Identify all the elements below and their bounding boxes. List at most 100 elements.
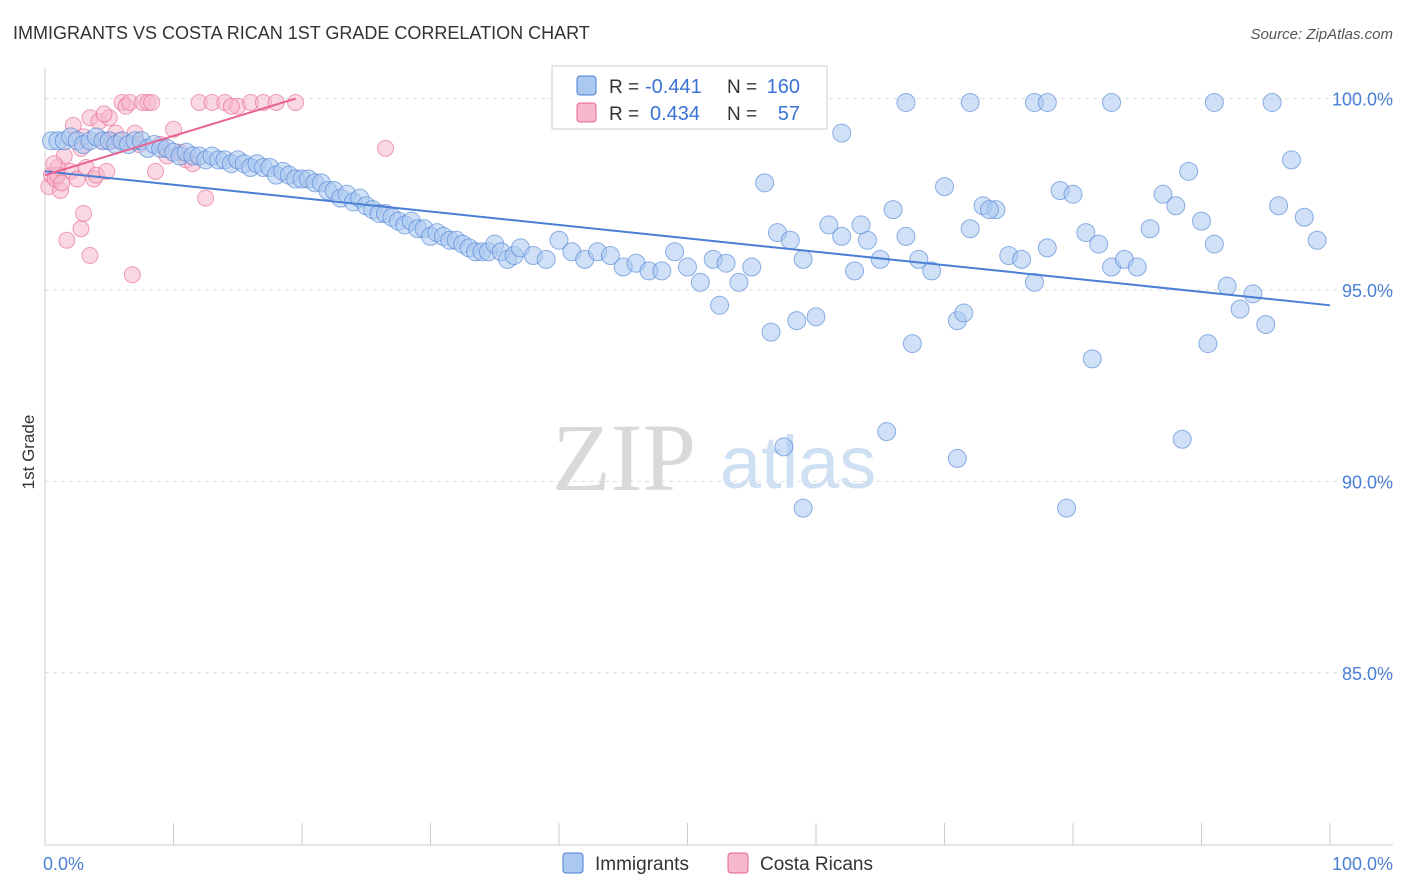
- point-0-125: [1179, 161, 1199, 181]
- point-0-158: [832, 123, 852, 143]
- gridlines: [45, 98, 1393, 674]
- point-1-46: [72, 220, 90, 238]
- point-0-95: [793, 249, 813, 269]
- chart-source: Source: ZipAtlas.com: [1250, 26, 1393, 43]
- point-0-149: [1057, 498, 1077, 518]
- point-0-117: [1076, 223, 1096, 243]
- y-tick-label-3: 85.0%: [1342, 664, 1393, 684]
- point-0-98: [832, 226, 852, 246]
- point-1-56: [222, 97, 240, 115]
- point-0-99: [845, 261, 865, 281]
- bottom-legend-swatch-costa-ricans: [727, 852, 749, 874]
- legend: R = -0.441 N = 160 R = 0.434 N = 57: [551, 65, 828, 130]
- point-0-116: [1063, 184, 1083, 204]
- y-tick-labels: 100.0% 95.0% 90.0% 85.0%: [1332, 90, 1393, 684]
- chart-title: IMMIGRANTS VS COSTA RICAN 1ST GRADE CORR…: [13, 23, 590, 43]
- point-0-123: [1153, 184, 1173, 204]
- point-0-85: [665, 242, 685, 262]
- legend-r-value-2: 0.434: [650, 103, 700, 125]
- point-0-105: [922, 261, 942, 281]
- point-0-124: [1166, 196, 1186, 216]
- watermark-atlas: atlas: [720, 421, 876, 504]
- point-0-156: [1204, 92, 1224, 112]
- point-0-140: [954, 303, 974, 323]
- point-1-18: [98, 162, 116, 180]
- legend-swatch-costa-ricans: [576, 102, 597, 123]
- bottom-legend-immigrants: Immigrants: [595, 854, 689, 875]
- point-0-94: [780, 230, 800, 250]
- point-0-113: [1024, 272, 1044, 292]
- point-0-112: [1012, 249, 1032, 269]
- y-axis-label: 1st Grade: [19, 415, 38, 490]
- point-0-84: [652, 261, 672, 281]
- point-0-118: [1089, 234, 1109, 254]
- point-0-108: [960, 219, 980, 239]
- trend-line-0: [44, 170, 1331, 307]
- x-tick-max: 100.0%: [1332, 854, 1393, 874]
- watermark-zip: ZIP: [552, 404, 696, 511]
- point-0-143: [1082, 349, 1102, 369]
- point-0-96: [806, 307, 826, 327]
- point-1-50: [377, 139, 395, 157]
- point-0-80: [600, 246, 620, 266]
- legend-swatch-immigrants: [576, 75, 597, 96]
- legend-n-label-2: N =: [727, 104, 757, 125]
- legend-n-value-1: 160: [767, 76, 800, 98]
- series-immigrants: [41, 92, 1327, 518]
- point-0-131: [1256, 314, 1276, 334]
- bottom-legend: Immigrants Costa Ricans: [562, 852, 873, 875]
- point-1-53: [45, 155, 63, 173]
- point-0-102: [883, 200, 903, 220]
- legend-box: [551, 65, 828, 130]
- point-0-157: [1262, 92, 1282, 112]
- point-0-144: [1198, 334, 1218, 354]
- point-1-31: [147, 162, 165, 180]
- point-0-154: [1037, 92, 1057, 112]
- y-tick-label-2: 90.0%: [1342, 472, 1393, 492]
- point-1-48: [81, 247, 99, 265]
- point-0-127: [1204, 234, 1224, 254]
- point-1-30: [143, 93, 161, 111]
- point-0-146: [877, 422, 897, 442]
- point-0-130: [1243, 284, 1263, 304]
- y-tick-label-0: 100.0%: [1332, 90, 1393, 110]
- point-0-87: [690, 272, 710, 292]
- point-0-106: [935, 177, 954, 197]
- point-0-121: [1127, 257, 1147, 277]
- point-0-129: [1230, 299, 1250, 319]
- point-0-155: [1102, 92, 1122, 112]
- point-0-114: [1037, 238, 1057, 258]
- legend-n-label-1: N =: [727, 77, 757, 98]
- point-0-133: [1281, 150, 1301, 170]
- point-0-139: [851, 215, 871, 235]
- legend-n-value-2: 57: [778, 103, 800, 125]
- point-0-148: [793, 498, 813, 518]
- point-0-137: [761, 322, 781, 342]
- trend-lines: [44, 97, 1331, 307]
- point-1-6: [58, 231, 76, 249]
- point-0-136: [710, 295, 730, 315]
- bottom-legend-swatch-immigrants: [562, 852, 584, 874]
- point-0-152: [960, 92, 980, 112]
- point-0-141: [979, 200, 999, 220]
- legend-r-label-1: R =: [609, 77, 639, 98]
- axes: [44, 68, 1393, 846]
- point-0-128: [1217, 276, 1237, 296]
- trend-line-1: [44, 97, 296, 177]
- point-0-145: [774, 437, 794, 457]
- legend-r-label-2: R =: [609, 104, 639, 125]
- bottom-legend-costa-ricans: Costa Ricans: [760, 854, 873, 875]
- point-1-45: [287, 93, 305, 111]
- point-1-34: [165, 120, 182, 138]
- point-0-75: [536, 249, 556, 269]
- point-0-142: [902, 334, 922, 354]
- x-tick-min: 0.0%: [43, 854, 84, 874]
- point-1-52: [53, 174, 71, 192]
- point-0-134: [1294, 207, 1314, 227]
- point-0-97: [819, 215, 839, 235]
- point-0-151: [896, 92, 916, 112]
- y-tick-label-1: 95.0%: [1342, 281, 1393, 301]
- point-0-90: [729, 272, 749, 292]
- point-0-76: [549, 230, 569, 250]
